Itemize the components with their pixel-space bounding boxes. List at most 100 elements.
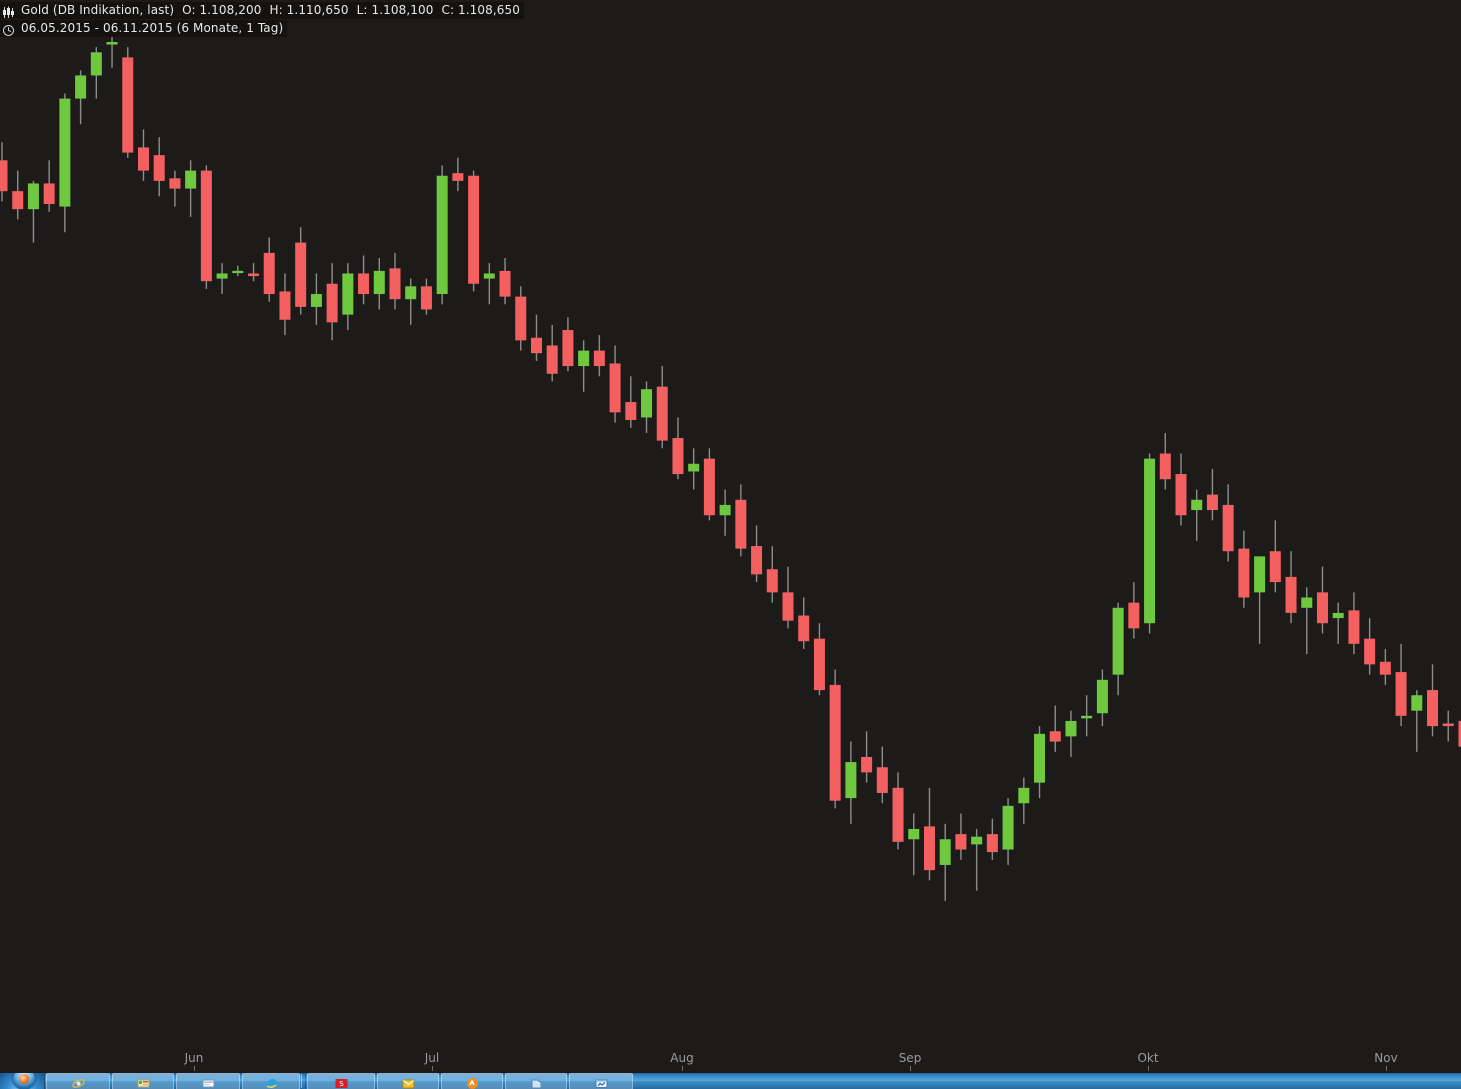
candle (1395, 643, 1407, 727)
candle (829, 669, 841, 809)
candle (656, 366, 668, 449)
x-axis-tick (194, 1066, 195, 1071)
candle (892, 772, 904, 850)
candle (75, 70, 87, 125)
candle (1348, 592, 1360, 655)
taskbar-item-internet-explorer[interactable] (242, 1073, 300, 1089)
candlestick-chart[interactable] (0, 0, 1461, 1050)
candle (295, 227, 307, 315)
chart-svg (0, 26, 1461, 901)
candle (389, 252, 401, 310)
candle (530, 314, 542, 361)
candle (546, 324, 558, 382)
candle (923, 787, 935, 881)
taskbar-item-folder-tag[interactable] (112, 1073, 174, 1089)
candle (578, 340, 590, 392)
candle (185, 160, 197, 217)
clock-icon (2, 22, 16, 36)
instrument-name: Gold (DB Indikation, last) (21, 3, 175, 17)
taskbar-item-outlook-mail[interactable] (377, 1073, 439, 1089)
candle (1222, 484, 1234, 562)
candle (1332, 602, 1344, 644)
candle (1081, 695, 1093, 737)
candle (625, 376, 637, 428)
low-value: L: 1.108,100 (356, 3, 434, 17)
candle (405, 278, 417, 325)
candle (153, 137, 165, 197)
candle (358, 255, 370, 305)
candle (1191, 489, 1203, 541)
candle (499, 258, 511, 305)
candle (641, 381, 653, 433)
instrument-info-line: Gold (DB Indikation, last) O: 1.108,200 … (0, 2, 524, 19)
candle (845, 741, 857, 824)
x-axis-tick (682, 1066, 683, 1071)
candle (1316, 566, 1328, 634)
candle (1364, 618, 1376, 675)
candle (672, 417, 684, 480)
candle (1144, 453, 1156, 634)
candle (1159, 432, 1171, 490)
taskbar-item-orange-circle-app[interactable] (441, 1073, 503, 1089)
candle (468, 170, 480, 292)
candle (137, 129, 149, 181)
outlook-mail-icon (402, 1075, 415, 1088)
candle (798, 597, 810, 649)
candle (1002, 798, 1014, 865)
candle (452, 157, 464, 192)
chart-header: Gold (DB Indikation, last) O: 1.108,200 … (0, 0, 1461, 38)
windows-taskbar[interactable]: S (0, 1073, 1461, 1089)
candle (1112, 602, 1124, 696)
candle (971, 828, 983, 891)
x-axis-tick (432, 1066, 433, 1071)
close-value: C: 1.108,650 (441, 3, 520, 17)
candle (939, 823, 951, 901)
taskbar-divider (301, 1074, 306, 1088)
period-range: 06.05.2015 - 06.11.2015 (6 Monate, 1 Tag… (21, 21, 284, 35)
candlestick-icon (2, 4, 16, 18)
candle (1018, 777, 1030, 824)
red-app-icon: S (335, 1075, 348, 1088)
period-info-line: 06.05.2015 - 06.11.2015 (6 Monate, 1 Tag… (0, 20, 288, 37)
candle (122, 47, 134, 158)
candle (719, 489, 731, 536)
candle (1175, 453, 1187, 526)
candle (1034, 726, 1046, 799)
start-orb-icon[interactable] (0, 1073, 45, 1089)
candle (373, 258, 385, 310)
candle (279, 273, 291, 336)
candle (59, 93, 71, 233)
taskbar-item-red-app[interactable]: S (307, 1073, 375, 1089)
x-axis-label: Aug (670, 1051, 694, 1065)
candle (342, 263, 354, 331)
candle (876, 746, 888, 804)
open-value: O: 1.108,200 (182, 3, 262, 17)
x-axis-tick (1148, 1066, 1149, 1071)
x-axis-label: Okt (1137, 1051, 1159, 1065)
candle (27, 180, 39, 243)
candle (782, 566, 794, 629)
candle (751, 525, 763, 583)
candle (90, 47, 102, 99)
candle (216, 263, 228, 295)
candle (310, 273, 322, 325)
svg-text:S: S (339, 1080, 344, 1088)
taskbar-item-window-app[interactable] (176, 1073, 240, 1089)
candle (766, 546, 778, 603)
candle (1458, 720, 1461, 747)
taskbar-item-blue-document[interactable] (505, 1073, 567, 1089)
candle (1379, 648, 1391, 685)
candle (1238, 530, 1250, 608)
candle (1206, 468, 1218, 521)
candle (483, 263, 495, 305)
window-app-icon (202, 1075, 215, 1088)
candle (1301, 587, 1313, 655)
candle (232, 265, 244, 277)
taskbar-item-chart-window[interactable] (569, 1073, 633, 1089)
taskbar-item-internet-explorer-old[interactable] (46, 1073, 110, 1089)
candle (1442, 710, 1454, 742)
orange-circle-app-icon (466, 1075, 479, 1089)
x-axis-tick (1386, 1066, 1387, 1071)
candle (436, 165, 448, 305)
